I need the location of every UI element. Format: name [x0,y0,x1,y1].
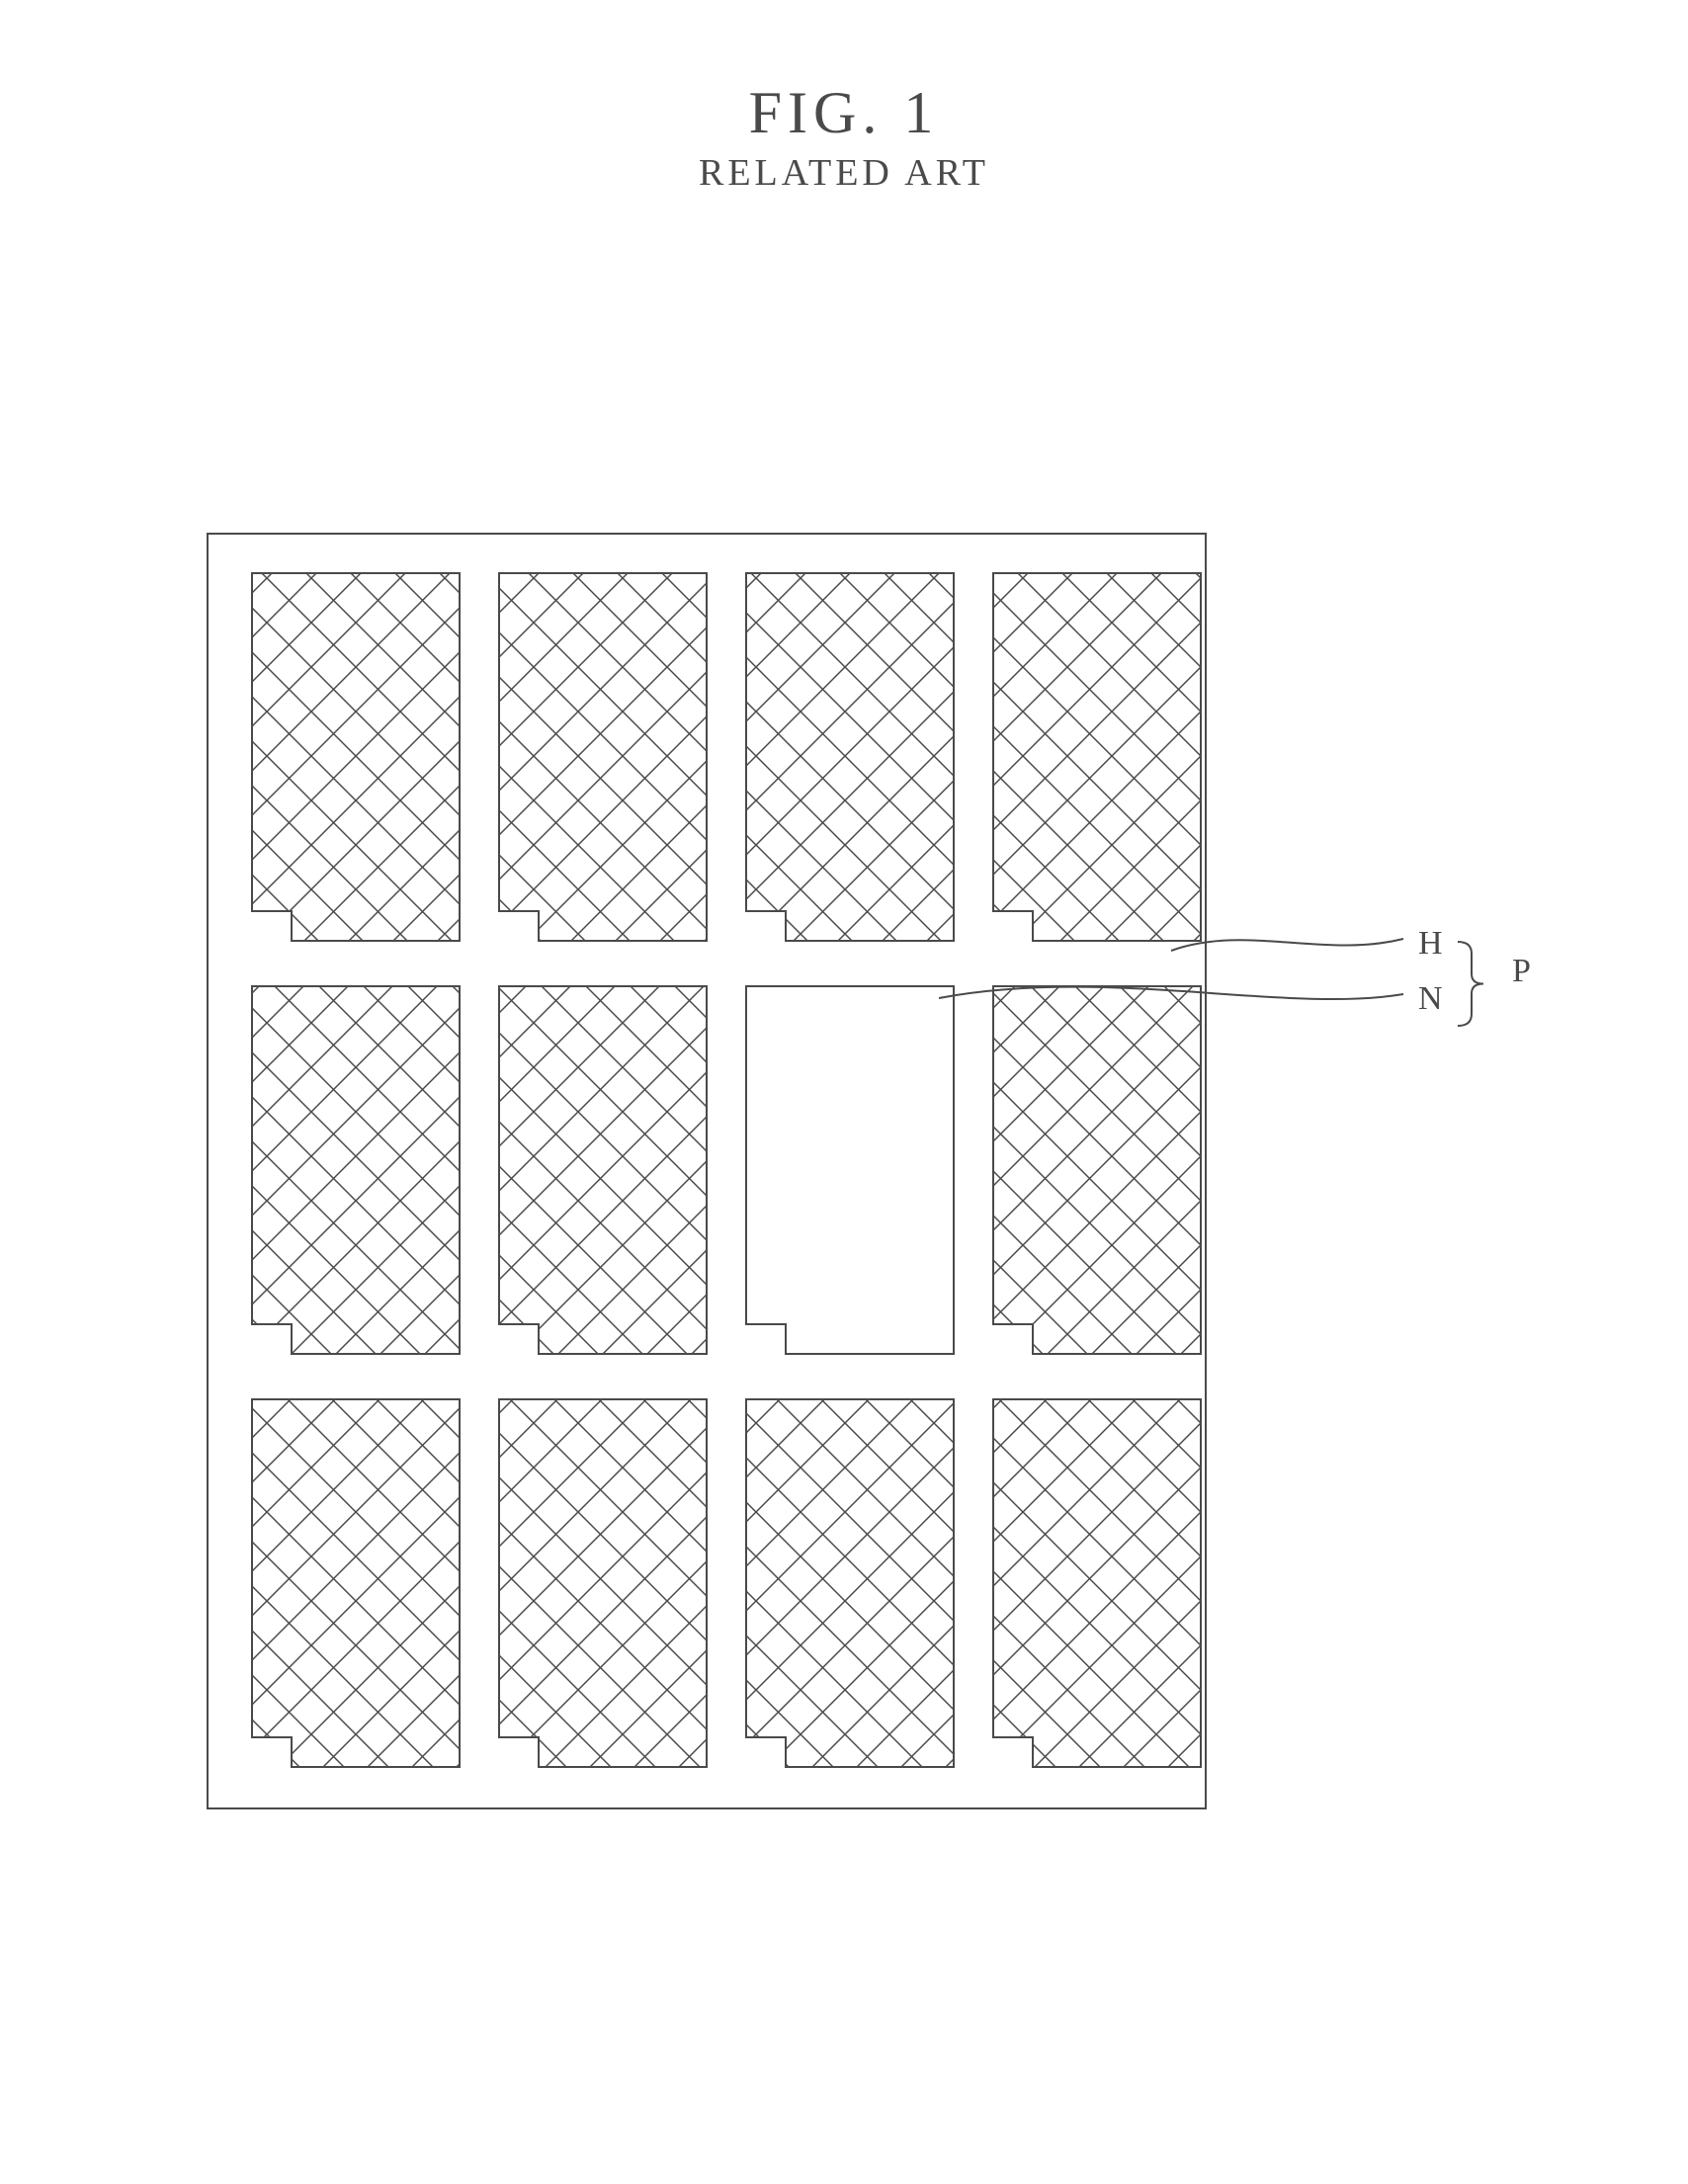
panel-hatched [499,573,707,941]
page: FIG. 1 RELATED ART H N P [0,0,1688,2184]
brace-p [1458,942,1483,1026]
panel-hatched [252,573,460,941]
panel-hatched [993,986,1201,1354]
panel-hatched [993,573,1201,941]
label-p: P [1512,953,1531,990]
diagram-svg [0,0,1688,2184]
diagram-group [208,534,1483,1808]
panel-hatched [499,1399,707,1767]
panel-hatched [746,573,954,941]
panel-hatched [746,1399,954,1767]
label-n: N [1418,980,1443,1018]
panel-hatched [993,1399,1201,1767]
panel-hatched [252,986,460,1354]
panel-empty [746,986,954,1354]
panel-hatched [252,1399,460,1767]
label-h: H [1418,925,1443,963]
panel-hatched [499,986,707,1354]
